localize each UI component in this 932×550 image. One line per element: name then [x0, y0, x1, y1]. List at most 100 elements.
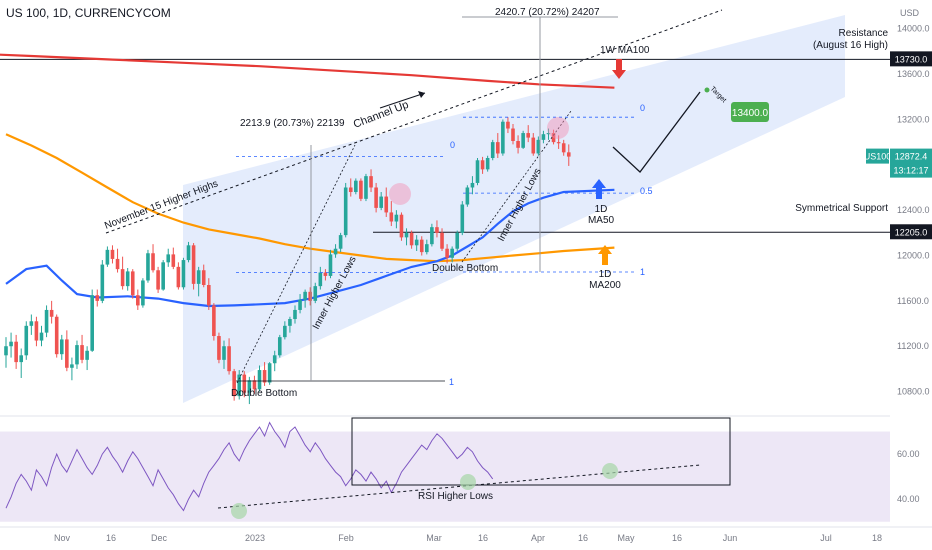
- price-tick-label: 10800.0: [897, 387, 930, 397]
- candle-body: [222, 346, 226, 360]
- arrow-up-icon: [592, 179, 606, 199]
- candle-body: [181, 260, 186, 288]
- candle: [100, 260, 105, 304]
- candle-body: [536, 139, 541, 154]
- candle-body: [161, 262, 165, 290]
- candle: [354, 178, 358, 195]
- candle: [9, 332, 13, 358]
- candle-body: [44, 309, 49, 333]
- candle: [313, 282, 318, 304]
- candle-body: [257, 370, 262, 390]
- candle: [161, 260, 165, 291]
- price-tick-label: 13600.0: [897, 69, 930, 79]
- candle-body: [283, 325, 287, 338]
- candle-body: [186, 245, 191, 261]
- price-tick-label: 11600.0: [897, 296, 929, 306]
- candle: [333, 244, 338, 258]
- rsi-low-circle: [460, 474, 476, 490]
- candle-body: [191, 245, 196, 284]
- candle: [485, 155, 490, 172]
- candle: [252, 375, 257, 394]
- candle: [303, 289, 307, 308]
- time-tick-label: 16: [478, 533, 488, 543]
- candle: [440, 228, 444, 251]
- time-tick-label: 16: [672, 533, 682, 543]
- candle-body: [521, 133, 525, 148]
- price-badge-box: [890, 51, 932, 67]
- time-axis[interactable]: Nov 16 Dec 2023 Feb Mar 16 Apr 16 May 16 Jun Jul 18: [0, 526, 932, 543]
- measure-top-label: 2420.7 (20.72%) 24207: [495, 7, 600, 18]
- price-tick-label: 12000.0: [897, 251, 930, 261]
- candle: [470, 176, 475, 195]
- candle-body: [141, 280, 145, 306]
- symbol-title[interactable]: US 100, 1D, CURRENCYCOM: [6, 6, 171, 20]
- candle-body: [49, 309, 54, 317]
- candle-body: [516, 140, 520, 148]
- rsi-higher-lows-label: RSI Higher Lows: [418, 491, 493, 502]
- candle-body: [207, 285, 211, 306]
- candle: [227, 338, 231, 375]
- candle: [293, 305, 297, 324]
- candle: [49, 300, 54, 324]
- time-tick-label: 2023: [245, 533, 265, 543]
- candle-body: [541, 134, 546, 140]
- candle-body: [262, 370, 267, 383]
- candle: [65, 330, 69, 372]
- candle: [389, 201, 394, 227]
- candle-body: [318, 272, 323, 287]
- candle-body: [136, 295, 140, 306]
- candle-body: [445, 248, 449, 258]
- candle: [323, 269, 328, 281]
- candle-body: [440, 232, 444, 249]
- time-tick-label: May: [617, 533, 635, 543]
- candle: [425, 239, 429, 255]
- price-tick-label: 14000.0: [897, 24, 930, 34]
- fib-0-label-right: 0: [640, 103, 645, 113]
- candle-body: [272, 355, 277, 364]
- candle: [409, 230, 414, 249]
- rsi-tick-label: 60.00: [897, 449, 920, 459]
- candle-body: [369, 176, 373, 188]
- price-axis[interactable]: USD 10800.0 11200.0 11600.0 12000.0 12400.0 12…: [864, 0, 932, 550]
- candle-body: [34, 321, 39, 341]
- candle-body: [24, 325, 29, 356]
- candle: [495, 133, 500, 159]
- candle: [359, 178, 363, 202]
- candle: [546, 128, 551, 140]
- price-badge: 13730.0: [890, 51, 932, 67]
- candle: [328, 249, 333, 279]
- resistance-sublabel: (August 16 High): [813, 40, 888, 51]
- candle-body: [485, 158, 490, 170]
- candle: [384, 187, 389, 217]
- candle-body: [277, 337, 282, 356]
- candle-body: [90, 295, 94, 351]
- candle: [222, 340, 226, 369]
- candle-body: [455, 232, 460, 249]
- candle-body: [531, 137, 536, 154]
- ma200-line: [5, 133, 615, 263]
- candle: [39, 325, 44, 347]
- candle: [120, 256, 125, 290]
- candle: [75, 340, 79, 369]
- rsi-line: [5, 421, 494, 512]
- candle: [110, 245, 115, 264]
- candle: [186, 241, 191, 263]
- time-tick-label: 18: [872, 533, 882, 543]
- candle: [435, 220, 439, 238]
- candle-body: [120, 269, 125, 287]
- price-badge-label: US100: [864, 152, 892, 162]
- candle-body: [171, 254, 176, 267]
- candle-body: [495, 142, 500, 154]
- candle: [90, 289, 94, 352]
- candle: [19, 348, 24, 378]
- candle: [379, 192, 383, 211]
- candle-body: [399, 214, 404, 238]
- candle-body: [19, 355, 24, 363]
- candle: [242, 371, 247, 398]
- candle: [445, 244, 449, 264]
- candle-body: [156, 270, 160, 290]
- candle: [262, 362, 267, 386]
- candle: [490, 139, 495, 161]
